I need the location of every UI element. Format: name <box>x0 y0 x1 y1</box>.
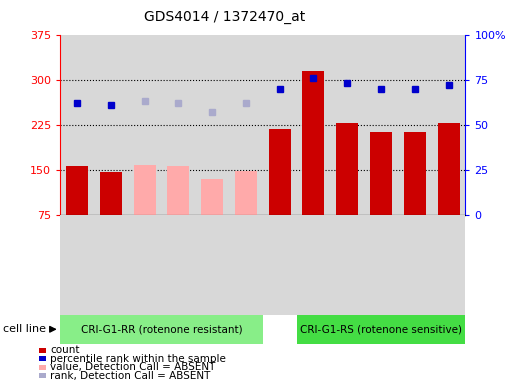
Bar <box>336 123 358 215</box>
Bar <box>438 123 460 215</box>
Bar <box>302 71 324 215</box>
Bar <box>404 132 426 215</box>
Bar <box>269 129 291 215</box>
Text: CRI-G1-RR (rotenone resistant): CRI-G1-RR (rotenone resistant) <box>81 324 242 334</box>
Text: count: count <box>50 345 79 355</box>
Bar <box>235 171 257 215</box>
Bar <box>167 166 189 215</box>
Bar <box>201 179 223 215</box>
Bar <box>66 166 88 215</box>
Text: value, Detection Call = ABSENT: value, Detection Call = ABSENT <box>50 362 215 372</box>
Text: CRI-G1-RS (rotenone sensitive): CRI-G1-RS (rotenone sensitive) <box>300 324 462 334</box>
Bar <box>100 172 122 215</box>
Text: rank, Detection Call = ABSENT: rank, Detection Call = ABSENT <box>50 371 211 381</box>
Text: percentile rank within the sample: percentile rank within the sample <box>50 354 226 364</box>
Text: cell line: cell line <box>3 324 46 334</box>
Bar <box>133 165 155 215</box>
Text: GDS4014 / 1372470_at: GDS4014 / 1372470_at <box>144 10 305 23</box>
Bar <box>370 132 392 215</box>
